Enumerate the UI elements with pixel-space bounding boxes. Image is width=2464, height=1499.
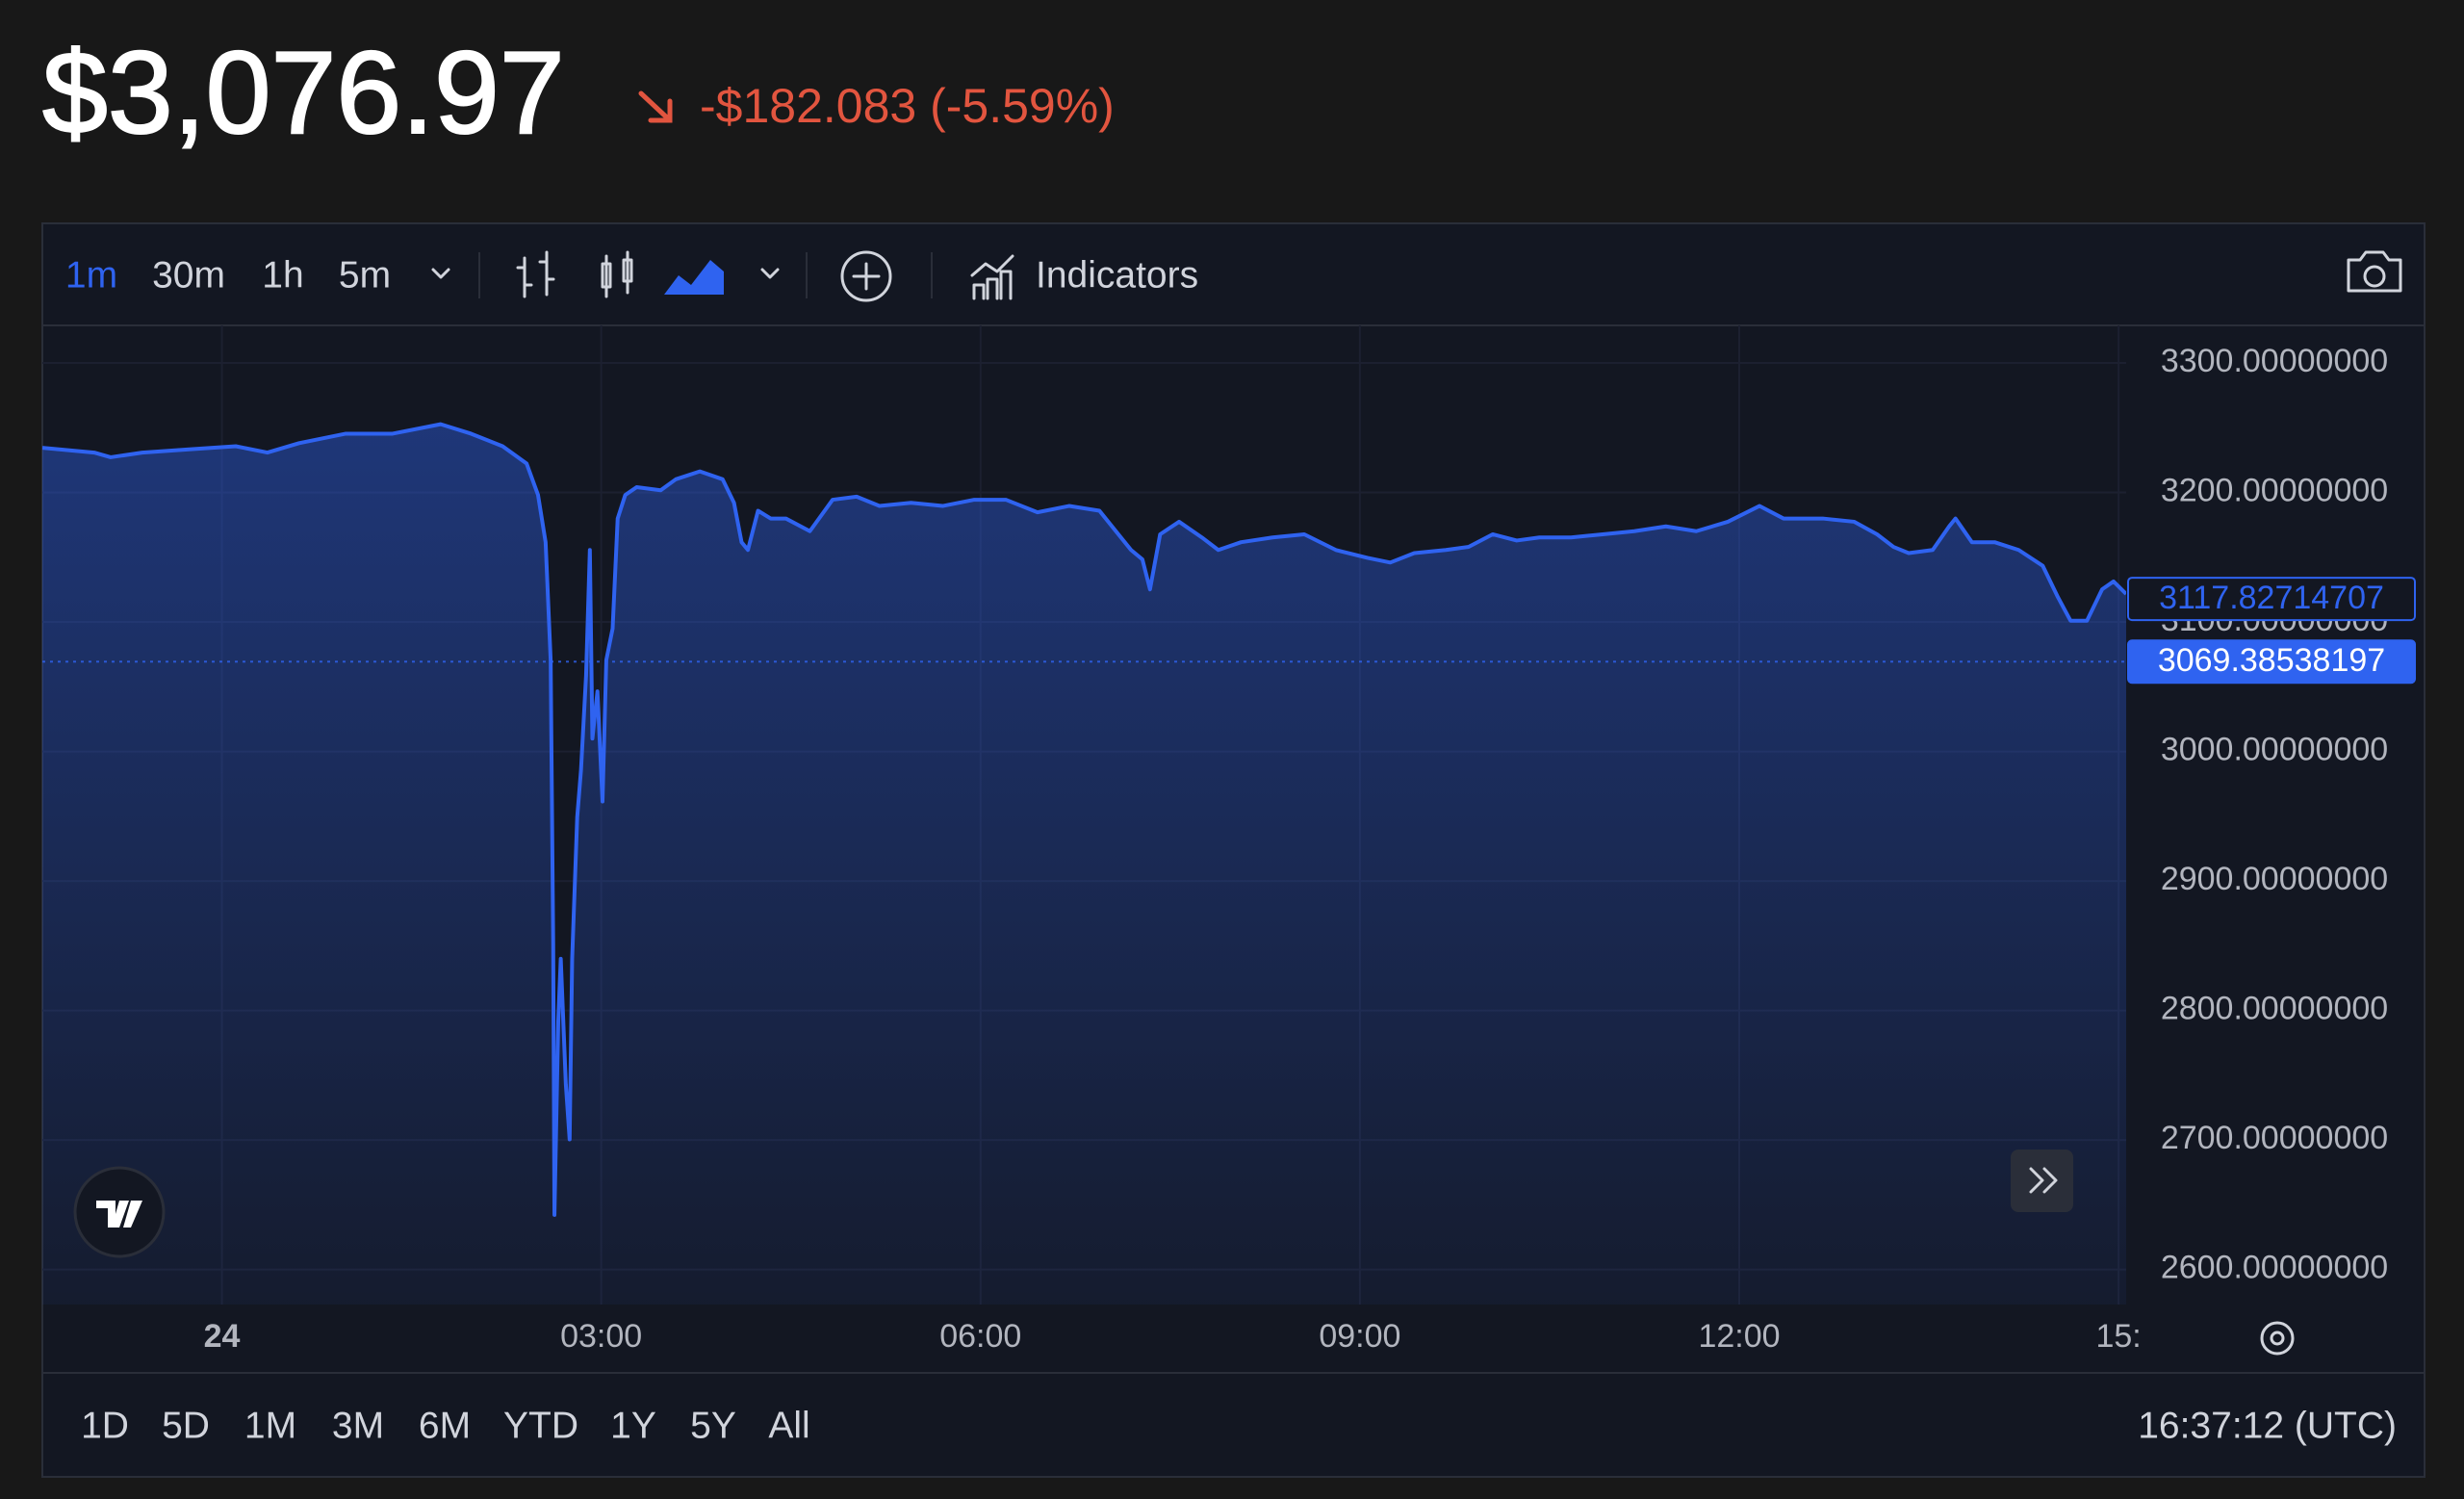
x-tick-label: 24 <box>204 1318 241 1355</box>
price-marker-box <box>2127 577 2416 622</box>
range-button[interactable]: 3M <box>332 1405 384 1446</box>
price-change: -$182.083 (-5.59%) <box>700 79 1115 133</box>
x-tick-label: 09:00 <box>1319 1318 1400 1355</box>
interval-dropdown[interactable] <box>431 268 450 279</box>
style-dropdown[interactable] <box>760 268 780 279</box>
range-button[interactable]: 5D <box>162 1405 210 1446</box>
x-tick-label: 12:00 <box>1698 1318 1780 1355</box>
y-tick-label: 3000.00000000 <box>2161 732 2388 768</box>
y-tick-label: 2800.00000000 <box>2161 991 2388 1027</box>
footer: 16:37:12 (UTC) 1D 5D 1M 3M 6M YTD 1Y 5Y All <box>81 1405 2397 1446</box>
x-tick-label: 15: <box>2095 1318 2141 1355</box>
range-button[interactable]: 1M <box>244 1405 296 1446</box>
range-button[interactable]: 6M <box>419 1405 471 1446</box>
y-tick-label: 2700.00000000 <box>2161 1120 2388 1156</box>
y-tick-label: 2900.00000000 <box>2161 861 2388 897</box>
range-button[interactable]: All <box>768 1405 809 1446</box>
clock: 16:37:12 (UTC) <box>2138 1405 2397 1446</box>
settings-button[interactable] <box>2260 1321 2295 1356</box>
bars-style-button[interactable] <box>516 250 555 298</box>
area-fill <box>42 424 2126 1305</box>
x-tick-label: 06:00 <box>939 1318 1021 1355</box>
chevrons <box>2029 1167 2058 1194</box>
area-style-button[interactable] <box>664 260 724 295</box>
interval-button[interactable]: 1h <box>262 254 303 296</box>
y-tick-label: 2600.00000000 <box>2161 1250 2388 1286</box>
compare-plus <box>852 262 881 291</box>
y-tick-label: 3200.00000000 <box>2161 473 2388 509</box>
logo-mark <box>96 1201 142 1228</box>
indicators-icon[interactable] <box>970 254 1014 300</box>
price-marker-label: 3117.82714707 <box>2159 580 2384 616</box>
price-marker-label: 3069.38538197 <box>2158 642 2385 679</box>
interval-button[interactable]: 30m <box>152 254 225 296</box>
range-button[interactable]: 1Y <box>610 1405 656 1446</box>
price: $3,076.97 <box>42 27 565 158</box>
price-line <box>42 422 2126 1217</box>
candles-style-button[interactable] <box>601 250 633 298</box>
range-button[interactable]: YTD <box>503 1405 578 1446</box>
y-tick-label: 3300.00000000 <box>2161 343 2388 379</box>
camera-lens <box>2363 265 2386 288</box>
price-marker-box <box>2127 639 2416 685</box>
axes: 2600.00000000 2700.00000000 2800.00000000 2… <box>204 343 2416 1355</box>
range-button[interactable]: 5Y <box>690 1405 736 1446</box>
down-arrow <box>638 90 673 123</box>
plot-area <box>42 422 2126 1305</box>
settings-center <box>2270 1331 2285 1346</box>
interval-button[interactable]: 5m <box>339 254 391 296</box>
interval-button[interactable]: 1m <box>65 254 117 296</box>
x-tick-label: 03:00 <box>560 1318 642 1355</box>
toolbar: Indicators 1m 30m 1h 5m <box>65 250 2402 302</box>
screenshot-button[interactable] <box>2347 250 2402 293</box>
indicators-button[interactable]: Indicators <box>1036 254 1198 296</box>
compare-button[interactable] <box>840 250 892 302</box>
range-button[interactable]: 1D <box>81 1405 129 1446</box>
